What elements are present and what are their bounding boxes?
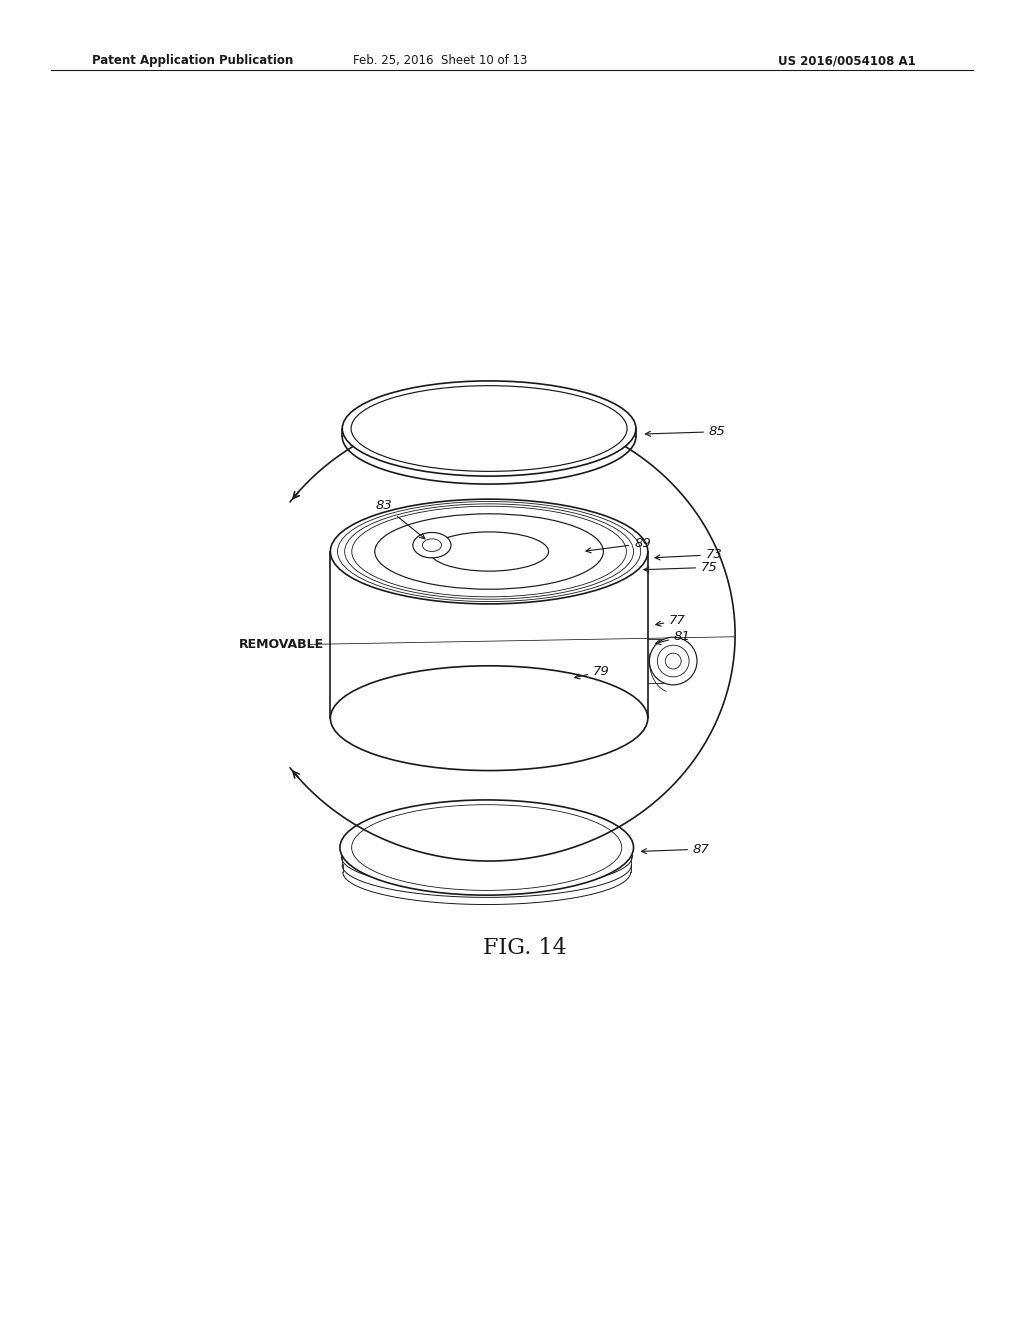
Text: 81: 81: [655, 630, 691, 644]
Bar: [331, 552, 648, 718]
Text: Feb. 25, 2016  Sheet 10 of 13: Feb. 25, 2016 Sheet 10 of 13: [353, 54, 527, 67]
Text: Patent Application Publication: Patent Application Publication: [92, 54, 294, 67]
Ellipse shape: [342, 381, 636, 477]
Text: 83: 83: [376, 499, 425, 539]
Ellipse shape: [331, 665, 648, 771]
Text: FIG. 14: FIG. 14: [483, 937, 566, 960]
Text: 79: 79: [574, 665, 610, 678]
Ellipse shape: [666, 653, 681, 669]
Text: 75: 75: [644, 561, 718, 574]
Text: REMOVABLE: REMOVABLE: [240, 638, 325, 651]
Ellipse shape: [649, 638, 697, 685]
Text: US 2016/0054108 A1: US 2016/0054108 A1: [778, 54, 916, 67]
Ellipse shape: [430, 532, 549, 572]
Text: 87: 87: [641, 842, 710, 855]
Ellipse shape: [657, 645, 689, 677]
Ellipse shape: [340, 800, 634, 895]
Ellipse shape: [331, 499, 648, 605]
Text: 77: 77: [655, 614, 686, 627]
Text: 85: 85: [645, 425, 726, 438]
Ellipse shape: [413, 532, 451, 558]
Ellipse shape: [423, 539, 441, 552]
Text: 73: 73: [655, 548, 723, 561]
Text: 89: 89: [586, 537, 651, 553]
Ellipse shape: [375, 513, 603, 589]
